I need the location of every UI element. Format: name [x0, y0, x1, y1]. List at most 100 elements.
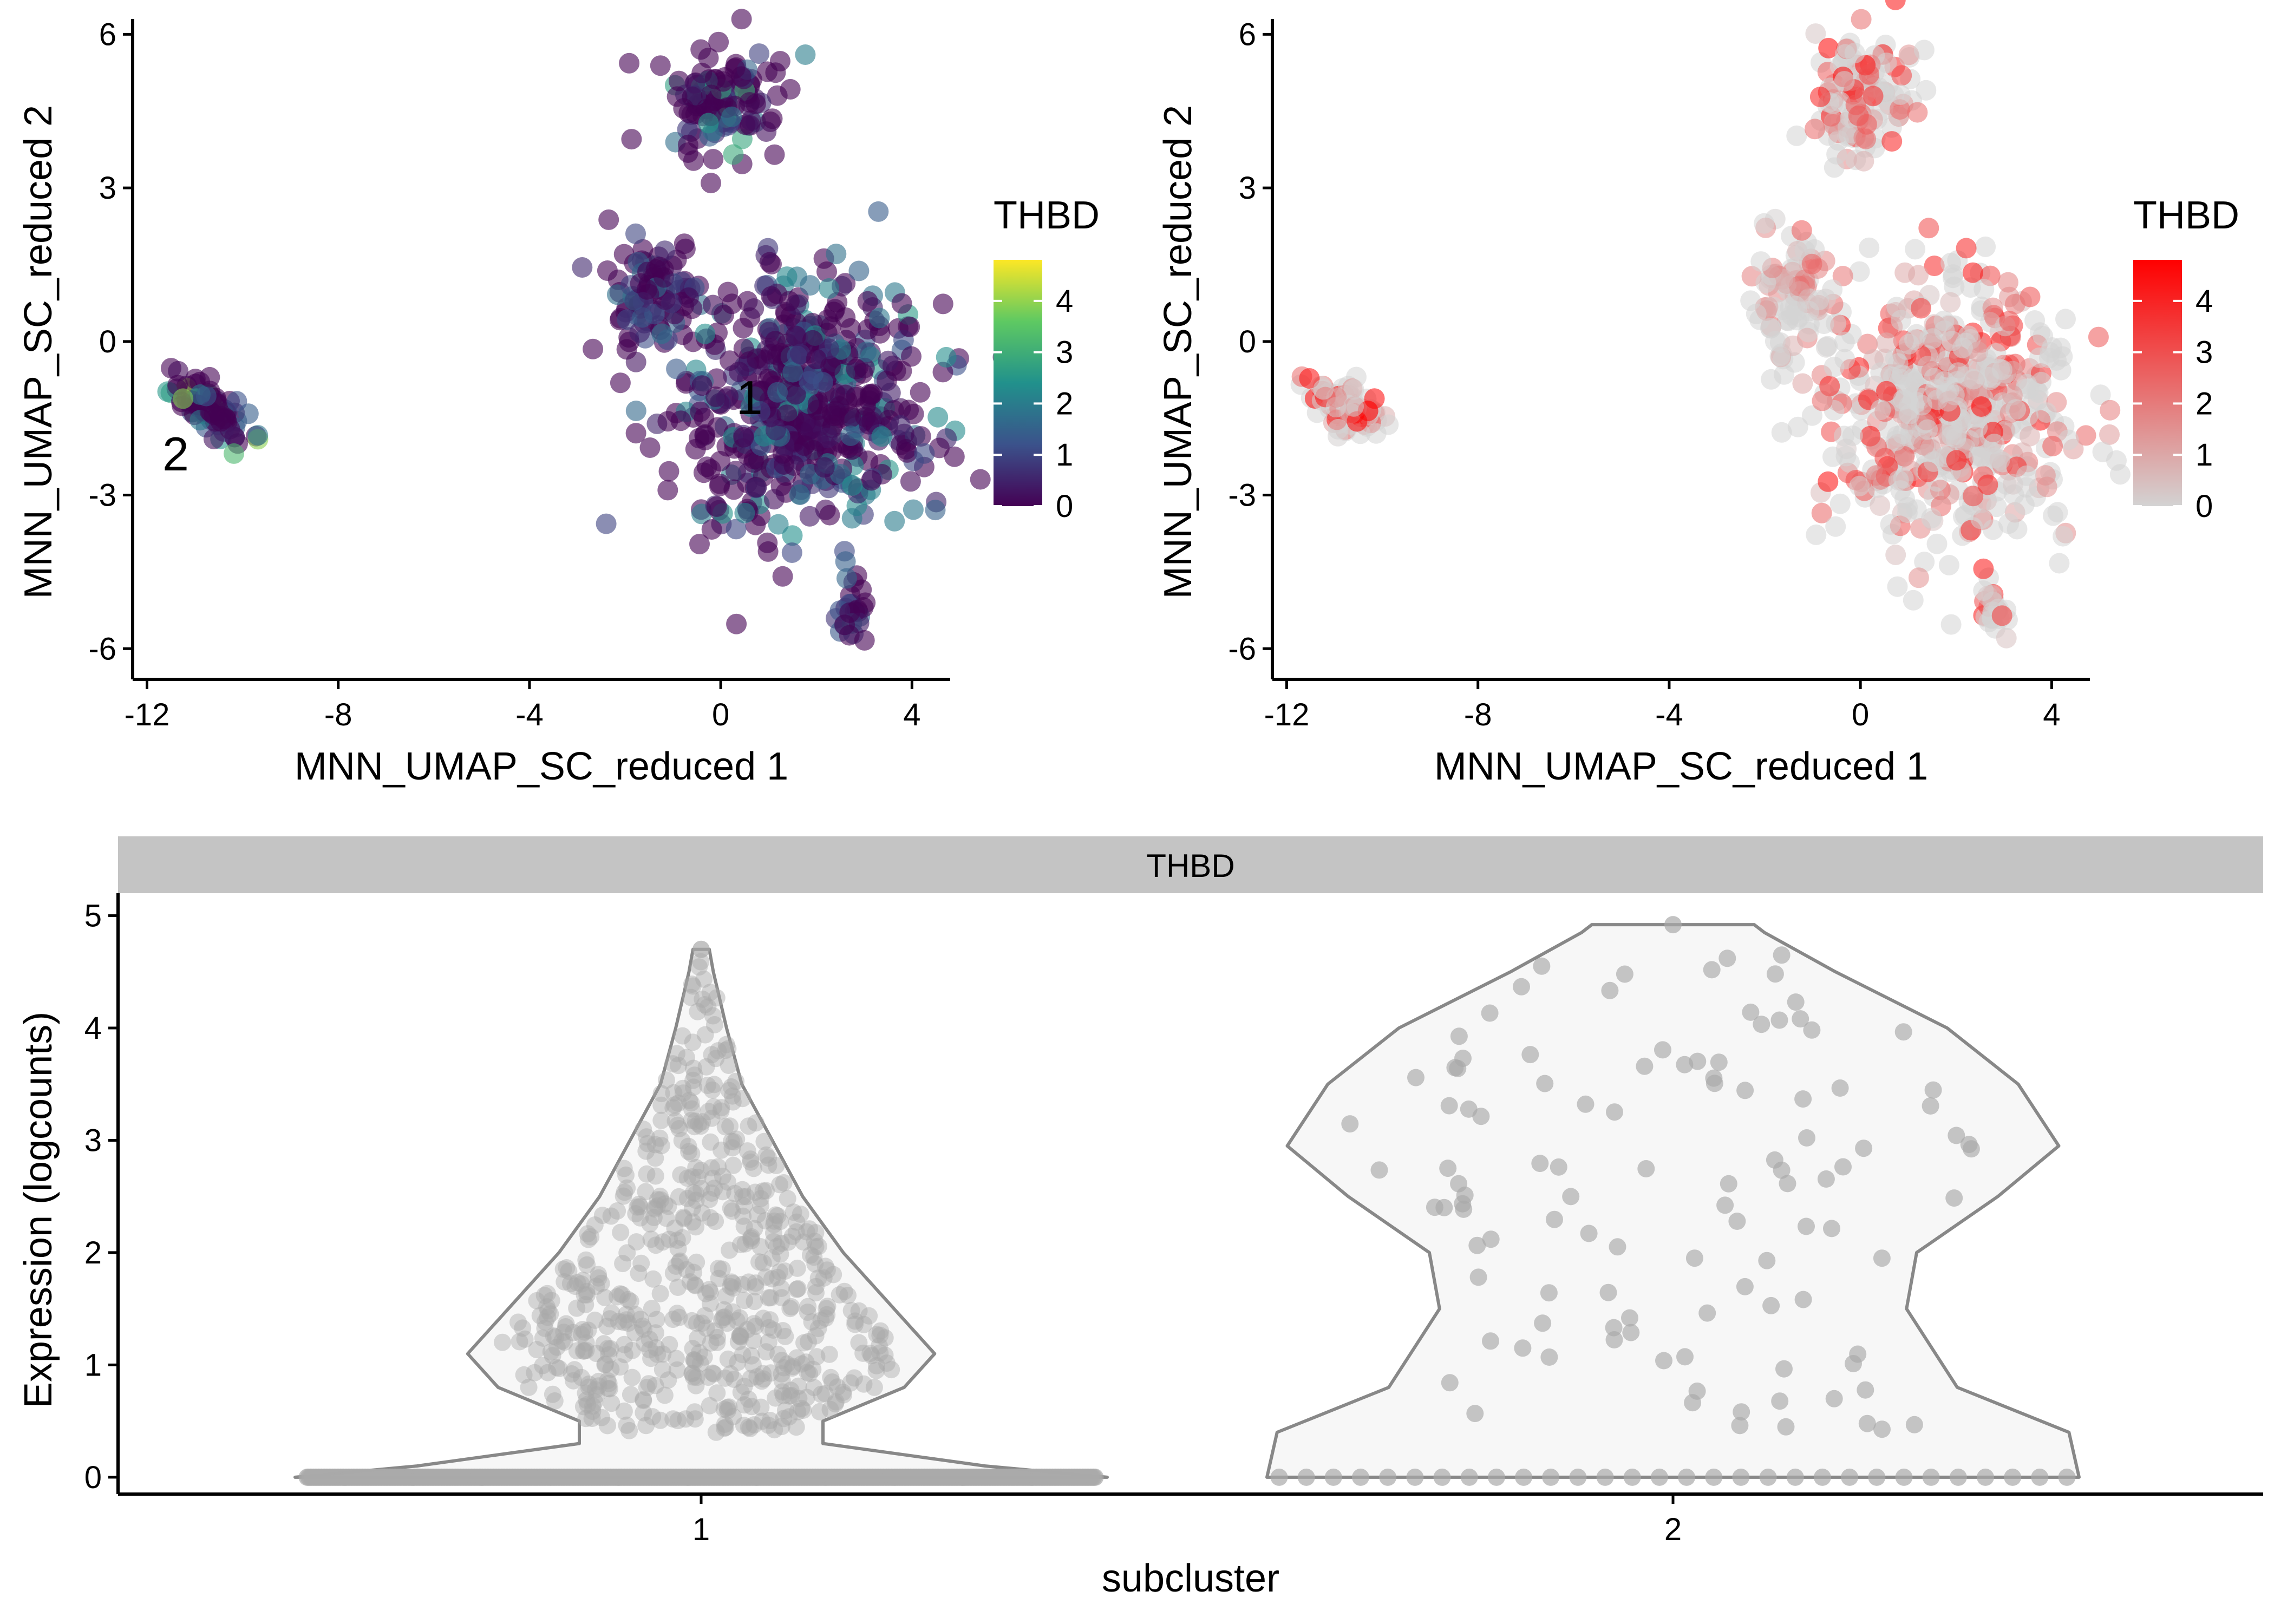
violin-point	[734, 1181, 752, 1199]
umap-point	[759, 252, 780, 273]
umap-point	[2099, 424, 2120, 445]
violin-point	[719, 1402, 737, 1419]
violin-point	[631, 1198, 649, 1216]
umap-point	[636, 279, 657, 300]
violin-point	[667, 1350, 685, 1367]
violin-point	[1770, 1011, 1788, 1029]
violin-point	[773, 1372, 791, 1390]
umap-point	[839, 602, 860, 623]
umap-point	[840, 425, 861, 446]
violin-point	[611, 1285, 629, 1303]
violin-point	[684, 1059, 702, 1077]
violin-point	[684, 1033, 702, 1051]
violin-point	[672, 1166, 690, 1184]
violin-point	[611, 1358, 629, 1376]
violin-point	[708, 989, 726, 1007]
legend-colorbar	[994, 260, 1042, 506]
violin-point	[1742, 1003, 1760, 1021]
violin-point	[682, 988, 700, 1006]
umap-point	[1970, 508, 1991, 529]
umap-point	[800, 275, 821, 296]
violin-point	[867, 1361, 885, 1379]
violin-point	[543, 1292, 560, 1309]
violin-point	[633, 1317, 651, 1335]
violin-point	[772, 1213, 789, 1230]
violin-point	[1705, 1468, 1723, 1486]
violin-point	[803, 1313, 821, 1331]
violin-point	[705, 1365, 723, 1383]
violin-point	[806, 1233, 824, 1250]
violin-point	[668, 1232, 686, 1249]
violin-point	[1086, 1468, 1104, 1486]
violin-point	[701, 1281, 718, 1299]
violin-point	[734, 1090, 752, 1108]
umap-point	[2031, 371, 2051, 392]
umap-point	[1870, 400, 1891, 421]
violin-point	[779, 1190, 796, 1208]
umap-point	[621, 129, 642, 150]
y-tick-label: -3	[88, 478, 116, 513]
violin-point	[793, 1399, 811, 1417]
violin-point	[789, 1377, 807, 1395]
violin-point	[668, 1305, 686, 1322]
umap-point	[1811, 502, 1832, 523]
violin-point	[714, 1183, 731, 1201]
umap-point	[247, 425, 269, 446]
violin-point	[819, 1298, 837, 1315]
violin-point	[740, 1390, 757, 1408]
umap-point	[1913, 435, 1935, 456]
violin-point	[788, 1280, 806, 1298]
violin-point	[1454, 1195, 1472, 1213]
violin-point	[557, 1318, 574, 1335]
violin-point	[675, 1210, 693, 1227]
violin-point	[670, 1188, 688, 1206]
violin-point	[753, 1372, 770, 1390]
umap-point	[583, 338, 604, 359]
violin-point	[1472, 1108, 1490, 1125]
violin-point	[687, 1191, 705, 1209]
violin-point	[724, 1093, 742, 1111]
umap-point	[839, 625, 860, 646]
violin-point	[579, 1225, 597, 1243]
violin-point	[494, 1333, 511, 1351]
umap-point	[1998, 513, 2019, 534]
violin-point	[827, 1393, 845, 1411]
umap-point	[1973, 558, 1994, 579]
umap-point	[695, 323, 716, 344]
violin-point	[842, 1302, 860, 1320]
violin-point	[728, 1130, 746, 1148]
violin-point	[608, 1288, 626, 1306]
violin-point	[747, 1278, 764, 1296]
umap-point	[619, 53, 640, 74]
violin-point	[577, 1384, 594, 1402]
umap-point	[639, 437, 661, 458]
violin-point	[746, 1416, 763, 1434]
violin-point	[572, 1275, 590, 1293]
violin-point	[1297, 1468, 1315, 1486]
violin-point	[555, 1324, 573, 1341]
violin-point	[812, 1312, 830, 1329]
umap-point	[781, 542, 802, 563]
umap-point	[819, 505, 840, 526]
violin-point	[805, 1248, 823, 1266]
violin-point	[566, 1278, 584, 1295]
violin-point	[649, 1197, 666, 1215]
violin-point	[636, 1334, 654, 1352]
umap-point	[848, 260, 870, 281]
violin-point	[868, 1357, 885, 1374]
violin-point	[539, 1308, 557, 1326]
violin-point	[539, 1302, 557, 1320]
violin-point	[669, 1279, 687, 1296]
violin-point	[599, 1340, 617, 1358]
violin-point	[699, 998, 717, 1016]
violin-point	[670, 1120, 688, 1137]
umap-point	[1918, 218, 1939, 239]
violin-point	[871, 1337, 888, 1355]
violin-point	[763, 1270, 781, 1288]
x-tick-label: 4	[903, 697, 920, 732]
umap-point	[1313, 379, 1334, 400]
violin-point	[1655, 1352, 1672, 1370]
violin-point	[1460, 1468, 1478, 1486]
violin-point	[534, 1357, 552, 1374]
violin-point	[553, 1332, 571, 1350]
